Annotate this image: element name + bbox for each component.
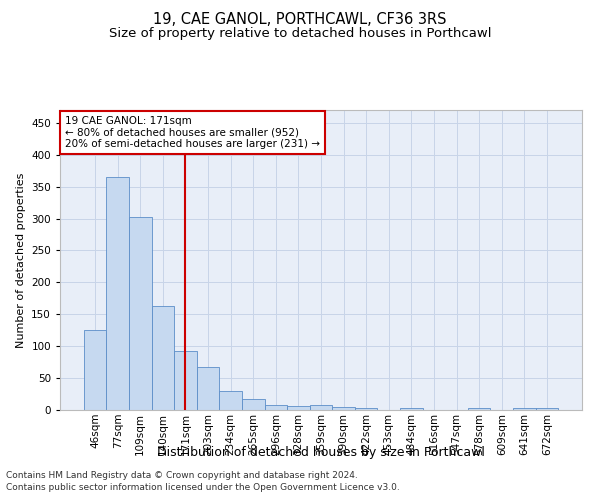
Bar <box>400 408 422 410</box>
Text: 19, CAE GANOL, PORTHCAWL, CF36 3RS: 19, CAE GANOL, PORTHCAWL, CF36 3RS <box>153 12 447 28</box>
Y-axis label: Number of detached properties: Number of detached properties <box>16 172 26 348</box>
Bar <box>265 405 287 410</box>
Bar <box>287 406 310 410</box>
Bar <box>355 408 377 410</box>
Bar <box>129 216 152 410</box>
Bar <box>468 408 490 410</box>
Bar <box>310 405 332 410</box>
Bar <box>242 398 265 410</box>
Bar <box>174 350 197 410</box>
Text: Contains public sector information licensed under the Open Government Licence v3: Contains public sector information licen… <box>6 483 400 492</box>
Text: Size of property relative to detached houses in Porthcawl: Size of property relative to detached ho… <box>109 28 491 40</box>
Text: Distribution of detached houses by size in Porthcawl: Distribution of detached houses by size … <box>157 446 485 459</box>
Bar <box>220 391 242 410</box>
Bar <box>513 408 536 410</box>
Bar <box>106 177 129 410</box>
Bar <box>84 330 106 410</box>
Text: Contains HM Land Registry data © Crown copyright and database right 2024.: Contains HM Land Registry data © Crown c… <box>6 470 358 480</box>
Bar <box>197 367 220 410</box>
Bar <box>536 408 558 410</box>
Bar <box>332 408 355 410</box>
Bar <box>152 306 174 410</box>
Text: 19 CAE GANOL: 171sqm
← 80% of detached houses are smaller (952)
20% of semi-deta: 19 CAE GANOL: 171sqm ← 80% of detached h… <box>65 116 320 149</box>
